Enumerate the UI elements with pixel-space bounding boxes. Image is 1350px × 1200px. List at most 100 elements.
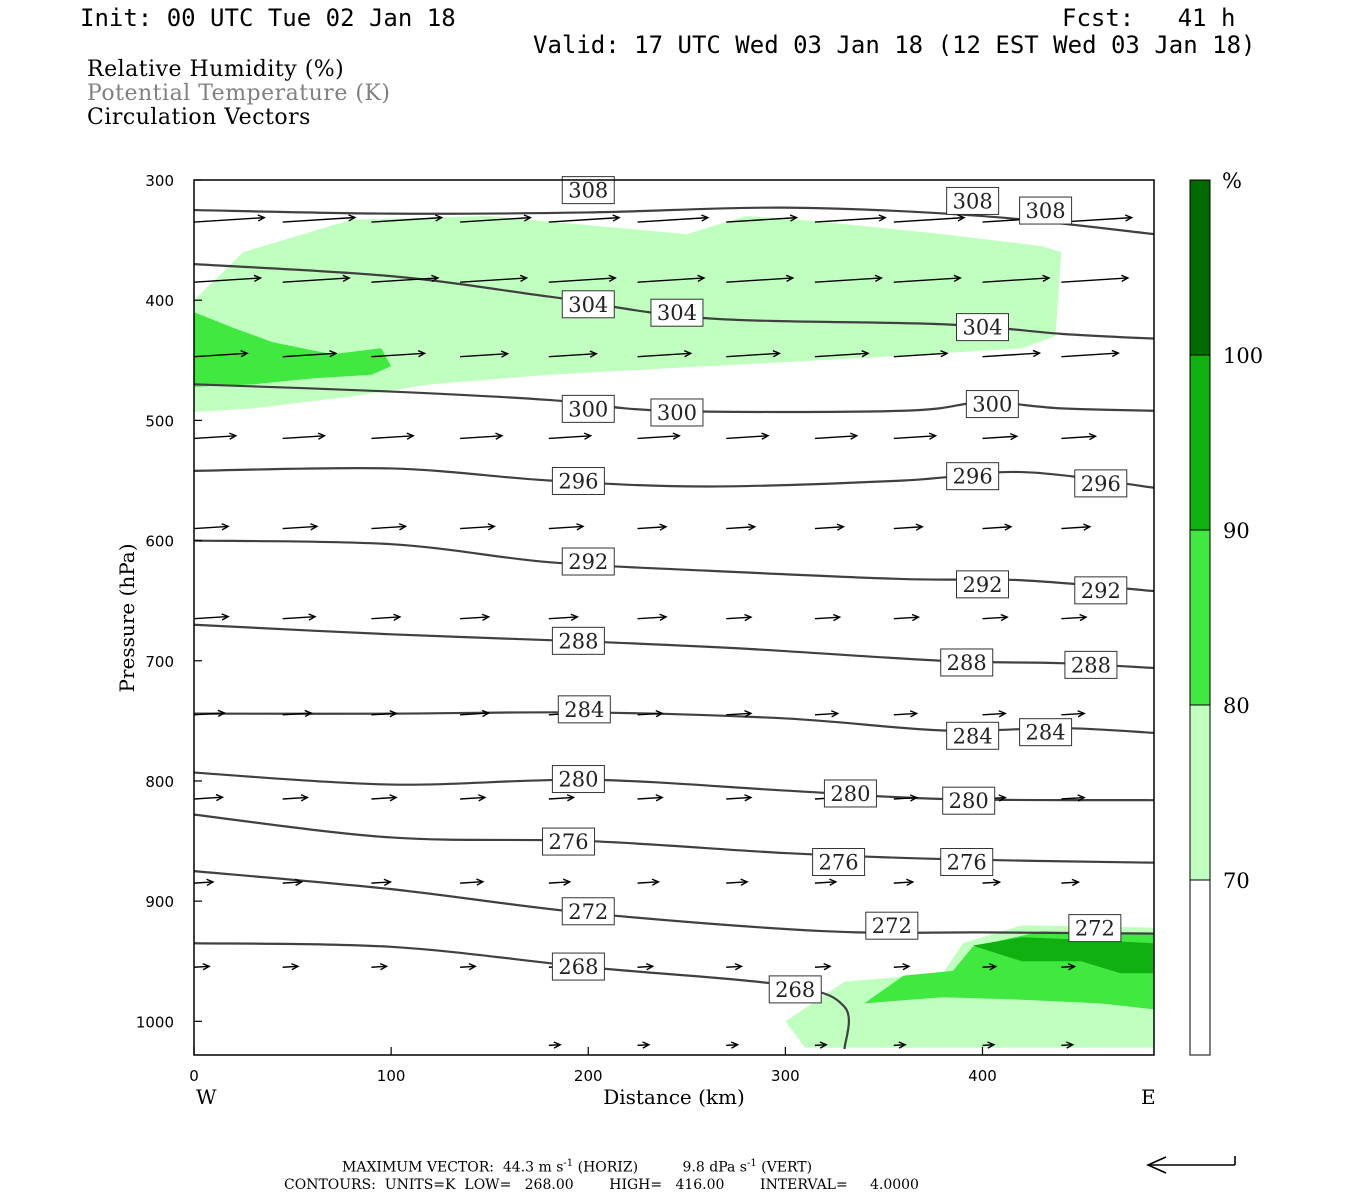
circulation-vector (460, 709, 491, 718)
colorbar-label: 80 (1223, 694, 1250, 718)
circulation-vector (1061, 1041, 1075, 1049)
max-vector-unit-sup-1: -1 (563, 1158, 574, 1169)
rh-region-70 (194, 216, 1062, 412)
circulation-vector (637, 963, 655, 971)
vector-shaft (982, 616, 1008, 620)
vector-head (240, 350, 249, 358)
vector-shaft (726, 965, 742, 968)
circulation-vector (194, 214, 266, 223)
vector-head (570, 613, 579, 621)
vector-shaft (371, 525, 406, 530)
contour-label-box (561, 547, 615, 576)
vector-shaft (893, 352, 948, 358)
theta-contour-300 (194, 383, 1154, 414)
vector-head (308, 613, 317, 621)
vector-shaft (460, 712, 489, 716)
theta-contour-280 (194, 771, 1154, 802)
vector-shaft (637, 526, 667, 530)
circulation-vector (982, 523, 1013, 531)
vector-shaft (1061, 616, 1087, 620)
vector-shaft (726, 216, 797, 223)
circulation-vector (637, 1041, 651, 1049)
max-vector-unit-sup-2: -1 (746, 1158, 757, 1169)
vector-shaft (371, 216, 442, 223)
vector-shaft (814, 435, 857, 440)
vector-shaft (1061, 965, 1075, 968)
circulation-vector (893, 523, 924, 531)
circulation-vector (194, 709, 227, 717)
vector-head (229, 432, 238, 440)
circulation-vector (982, 963, 998, 971)
vector-shaft (194, 615, 229, 620)
vector-shaft (282, 796, 308, 800)
x-tick-label: 0 (189, 1067, 199, 1085)
circulation-vector (194, 793, 225, 802)
vector-shaft (282, 216, 355, 223)
vector-shaft (726, 277, 793, 283)
circulation-vector (893, 214, 966, 223)
vector-shaft (726, 1043, 738, 1047)
circulation-vector (548, 794, 576, 802)
vector-shaft (548, 616, 578, 620)
contour-label-276: 276 (548, 830, 588, 854)
contour-label-box (946, 186, 1000, 215)
circulation-vector (282, 963, 300, 971)
circulation-vector (460, 613, 491, 621)
vector-head (1004, 523, 1013, 531)
max-vector-prefix: MAXIMUM VECTOR: 44.3 m s (342, 1159, 564, 1176)
circulation-vector (371, 878, 393, 886)
vector-shaft (282, 881, 302, 884)
circulation-vector (460, 878, 485, 886)
circulation-vector (814, 274, 884, 283)
circulation-vector (371, 613, 402, 621)
circulation-vector (726, 613, 753, 622)
contour-label-box (557, 695, 611, 724)
vector-shaft (893, 1043, 906, 1047)
circulation-vector (282, 214, 357, 223)
vector-head (253, 274, 263, 283)
vector-shaft (726, 616, 751, 620)
circulation-vector (637, 878, 661, 886)
vector-head (823, 963, 832, 971)
colorbar-label: 90 (1223, 519, 1250, 543)
vector-shaft (726, 435, 769, 440)
vector-head (500, 350, 510, 358)
vector-shaft (548, 216, 620, 223)
vector-head (1121, 274, 1130, 283)
vector-layer (194, 214, 1134, 1049)
contour-label-308: 308 (1026, 199, 1066, 223)
vector-head (829, 878, 838, 886)
vector-shaft (726, 796, 751, 800)
contour-label-box (946, 721, 1000, 750)
circulation-vector (282, 274, 351, 283)
circulation-vector (194, 963, 211, 971)
circulation-vector (637, 432, 681, 440)
circulation-vector (548, 1041, 562, 1049)
vector-shaft (548, 352, 597, 358)
vector-shaft (637, 1043, 649, 1047)
contour-label-box (1019, 718, 1073, 747)
vector-shaft (282, 525, 317, 530)
contour-label-268: 268 (775, 978, 815, 1002)
vector-shaft (982, 435, 1017, 440)
vector-shaft (194, 796, 223, 800)
contour-label-box (561, 394, 615, 423)
vector-head (553, 1041, 562, 1049)
contour-label-box (940, 648, 994, 677)
vector-head (566, 794, 576, 802)
vector-shaft (893, 435, 936, 440)
circulation-vector (814, 710, 840, 718)
vector-head (417, 350, 427, 358)
vector-shaft (893, 881, 913, 884)
vector-head (342, 274, 351, 283)
theta-contour-292 (194, 539, 1154, 593)
vector-shaft (982, 277, 1050, 283)
vector-head (642, 1041, 651, 1049)
circulation-vector (1061, 214, 1134, 223)
circulation-vector (893, 432, 938, 440)
contour-label-box (551, 626, 605, 655)
circulation-vector (814, 432, 859, 440)
colorbar-segment (1190, 705, 1210, 880)
circulation-vector (814, 613, 842, 622)
vector-shaft (282, 965, 298, 968)
